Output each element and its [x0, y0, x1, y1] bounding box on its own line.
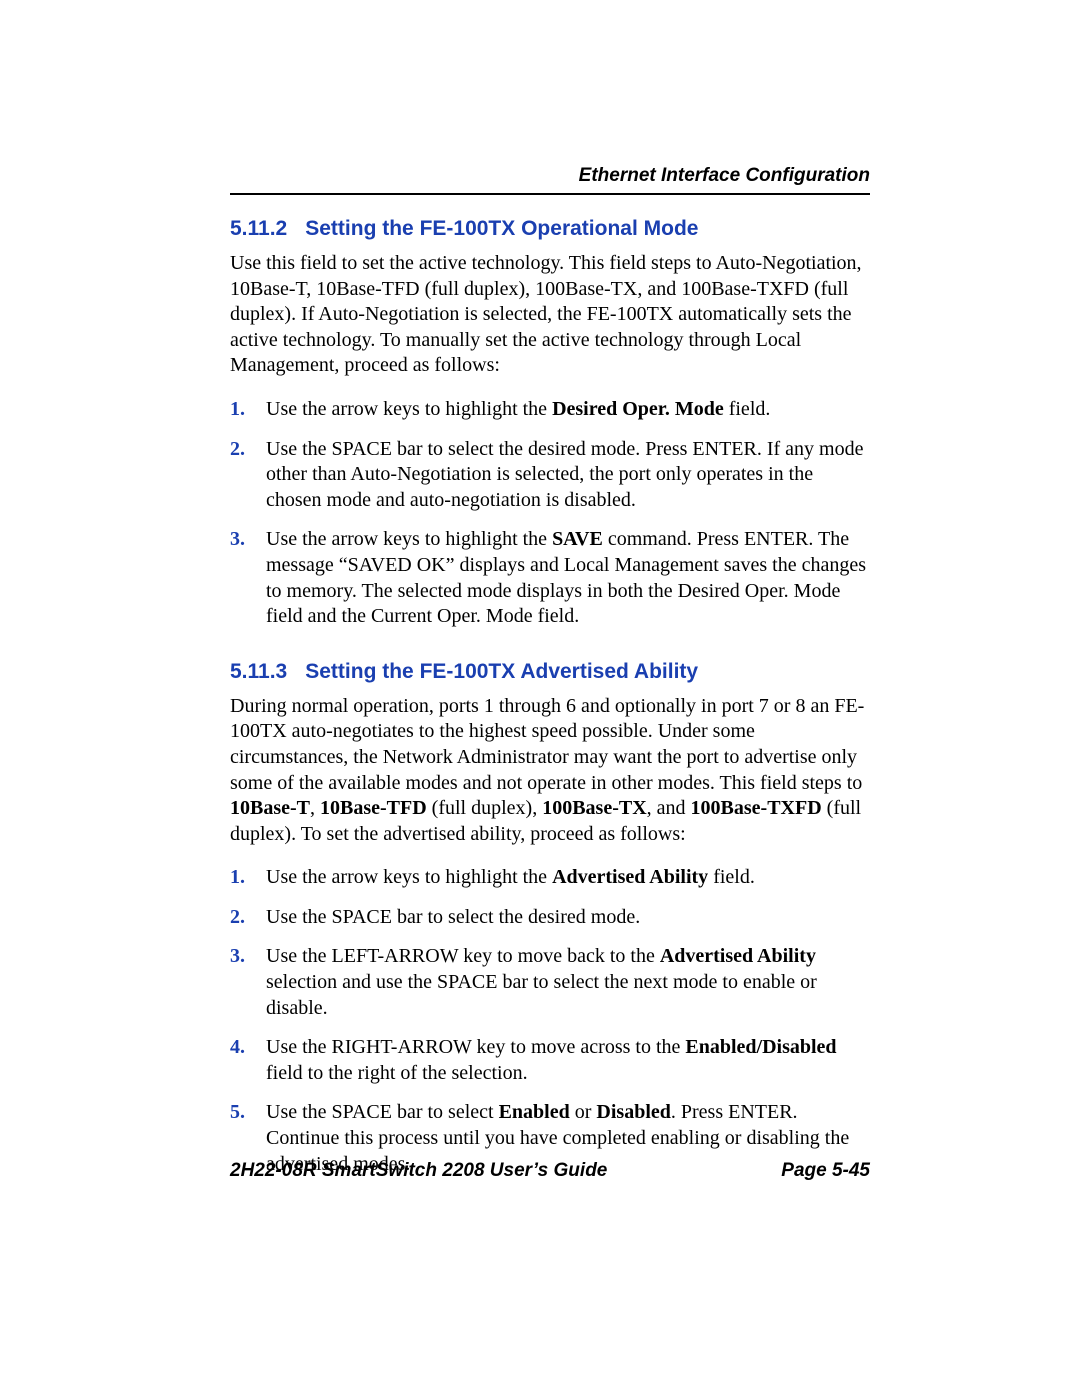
running-head: Ethernet Interface Configuration: [230, 165, 870, 195]
section-title: Setting the FE-100TX Advertised Ability: [305, 660, 698, 683]
sections-container: 5.11.2 Setting the FE-100TX Operational M…: [230, 217, 870, 1177]
step-item: Use the SPACE bar to select the desired …: [230, 905, 870, 931]
step-item: Use the LEFT-ARROW key to move back to t…: [230, 944, 870, 1021]
section-heading: 5.11.3 Setting the FE-100TX Advertised Ab…: [230, 660, 870, 684]
step-list: Use the arrow keys to highlight the Desi…: [230, 397, 870, 630]
step-item: Use the SPACE bar to select the desired …: [230, 437, 870, 514]
section-title: Setting the FE-100TX Operational Mode: [305, 217, 698, 240]
page-footer: 2H22-08R SmartSwitch 2208 User’s Guide P…: [230, 1160, 870, 1182]
step-list: Use the arrow keys to highlight the Adve…: [230, 865, 870, 1177]
step-item: Use the arrow keys to highlight the Desi…: [230, 397, 870, 423]
page-content: Ethernet Interface Configuration 5.11.2 S…: [0, 0, 1080, 1177]
section-number: 5.11.3: [230, 660, 287, 683]
section-paragraph: During normal operation, ports 1 through…: [230, 694, 870, 848]
step-item: Use the RIGHT-ARROW key to move across t…: [230, 1035, 870, 1086]
footer-page-number: Page 5-45: [781, 1160, 870, 1182]
step-item: Use the arrow keys to highlight the SAVE…: [230, 527, 870, 629]
section-paragraph: Use this field to set the active technol…: [230, 251, 870, 379]
section-number: 5.11.2: [230, 217, 287, 240]
section-heading: 5.11.2 Setting the FE-100TX Operational M…: [230, 217, 870, 241]
step-item: Use the arrow keys to highlight the Adve…: [230, 865, 870, 891]
footer-doc-title: 2H22-08R SmartSwitch 2208 User’s Guide: [230, 1160, 607, 1182]
